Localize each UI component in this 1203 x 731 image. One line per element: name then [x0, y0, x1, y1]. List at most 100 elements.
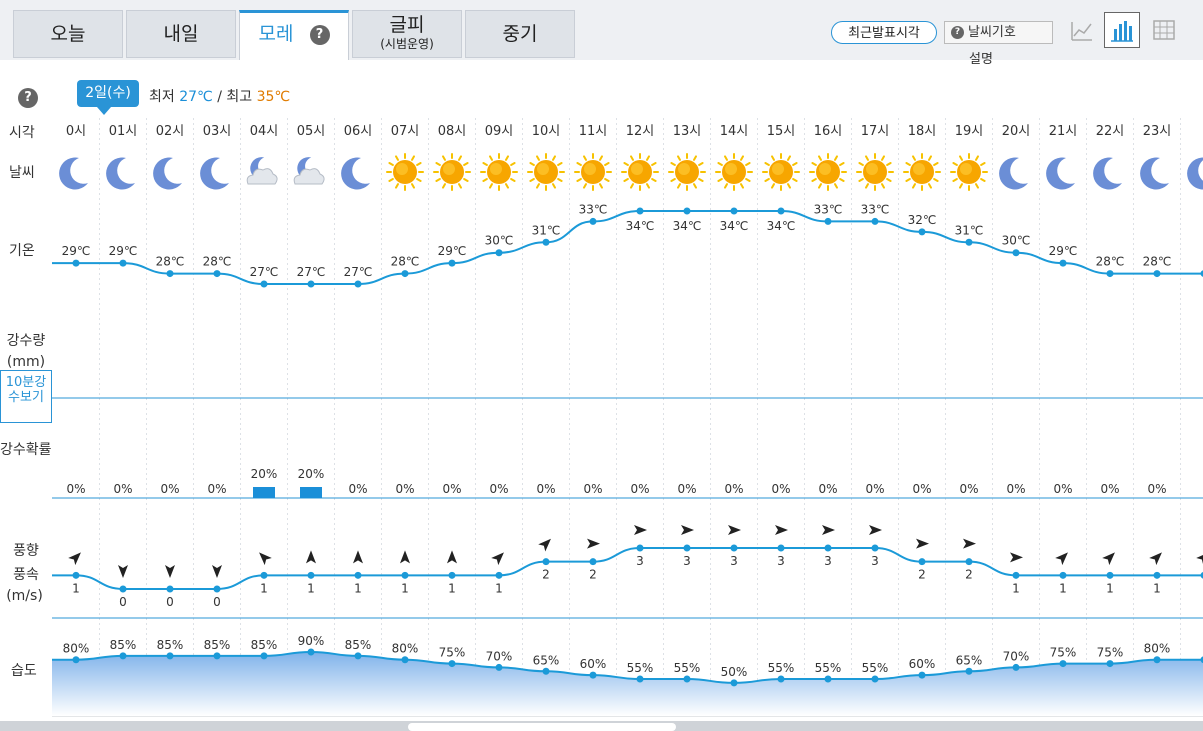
hour-label: 21시 [1049, 124, 1078, 139]
temperature-point [965, 238, 973, 246]
temperature-point [354, 280, 362, 288]
temperature-point [824, 217, 832, 225]
help-icon[interactable]: ? [309, 24, 330, 45]
moon-icon [1187, 157, 1203, 190]
wind-speed-label: 3 [777, 554, 785, 568]
precip-probability-label: 0% [1147, 482, 1166, 496]
wind-speed-point [1059, 571, 1067, 579]
humidity-label: 55% [768, 661, 795, 675]
wind-speed-point [495, 571, 503, 579]
hour-label: 02시 [156, 124, 185, 139]
temperature-point [777, 207, 785, 215]
latest-announcement-button[interactable]: 최근발표시각 [831, 21, 937, 44]
wind-speed-label: 1 [307, 581, 315, 595]
tab-mid-term[interactable]: 중기 [465, 10, 575, 58]
wind-direction-arrow-icon [775, 525, 788, 535]
humidity-point [683, 675, 691, 683]
temperature-point [448, 259, 456, 267]
wind-direction-arrow-icon [916, 538, 929, 549]
wind-direction-arrow-icon [1102, 552, 1115, 566]
wind-speed-point [542, 558, 550, 566]
scrollbar-thumb[interactable] [408, 723, 676, 731]
humidity-label: 90% [298, 634, 325, 648]
precip-probability-label: 0% [1006, 482, 1025, 496]
humidity-point [354, 652, 362, 660]
hour-label: 04시 [250, 124, 279, 139]
wind-speed-label: 1 [1153, 581, 1161, 595]
wind-speed-line [52, 547, 1203, 590]
row-label-temperature: 기온 [9, 243, 35, 259]
line-chart-view-button[interactable] [1064, 12, 1100, 48]
wind-direction-arrow-icon [1010, 552, 1023, 563]
weather-symbols-description: 설명 [969, 52, 993, 67]
table-view-button[interactable] [1146, 12, 1182, 48]
temperature-label: 28℃ [1096, 255, 1125, 269]
help-icon[interactable]: ? [18, 88, 38, 108]
row-label-rainfall: 강수량 (mm) [4, 330, 48, 370]
wind-direction-arrow-icon [869, 525, 882, 535]
wind-direction-arrow-icon [681, 525, 694, 535]
hour-label: 20시 [1002, 124, 1031, 139]
temperature-label: 34℃ [720, 219, 749, 233]
temperature-label: 31℃ [532, 223, 561, 237]
bar-chart-view-button[interactable] [1104, 12, 1140, 48]
humidity-label: 70% [1003, 649, 1030, 663]
wind-speed-label: 2 [965, 568, 973, 582]
hour-label: 15시 [767, 124, 796, 139]
hour-label: 18시 [908, 124, 937, 139]
wind-unit: (m/s) [6, 588, 43, 604]
sun-icon [527, 153, 565, 191]
sun-icon [668, 153, 706, 191]
hour-label: 12시 [626, 124, 655, 139]
wind-speed-point [683, 544, 691, 552]
temperature-point [1106, 270, 1114, 278]
wind-direction-arrow-icon [822, 525, 835, 535]
humidity-point [119, 652, 127, 660]
wind-direction-arrow-icon [353, 550, 363, 564]
wind-speed-point [307, 571, 315, 579]
wind-speed-label: 1 [260, 581, 268, 595]
wind-speed-point [1153, 571, 1161, 579]
sun-icon [386, 153, 424, 191]
humidity-point [213, 652, 221, 660]
tab-tomorrow[interactable]: 내일 [126, 10, 236, 58]
humidity-point [260, 652, 268, 660]
humidity-point [965, 667, 973, 675]
temperature-label: 30℃ [485, 234, 514, 248]
wind-speed-label: 3 [871, 554, 879, 568]
precip-probability-label: 20% [251, 467, 278, 481]
humidity-point [495, 663, 503, 671]
wind-speed-label: 2 [589, 568, 597, 582]
wind-direction-arrow-icon [165, 565, 175, 578]
temperature-label: 34℃ [673, 219, 702, 233]
precip-probability-label: 0% [348, 482, 367, 496]
sun-icon [574, 153, 612, 191]
ten-minute-rainfall-button[interactable]: 10분강수보기 [0, 370, 52, 423]
tab-three-days-later[interactable]: 글피 (시범운영) [352, 10, 462, 58]
hour-label: 13시 [673, 124, 702, 139]
wind-speed-label: 1 [401, 581, 409, 595]
temperature-label: 28℃ [1143, 255, 1172, 269]
precip-probability-label: 0% [865, 482, 884, 496]
moon-icon [59, 157, 88, 190]
wind-direction-arrow-icon [1149, 552, 1162, 566]
precip-probability-label: 0% [912, 482, 931, 496]
humidity-label: 85% [110, 638, 137, 652]
sun-icon [903, 153, 941, 191]
humidity-point [307, 648, 315, 656]
hour-label: 01시 [109, 124, 138, 139]
precip-probability-label: 20% [298, 467, 325, 481]
tab-today[interactable]: 오늘 [13, 10, 123, 58]
precip-probability-label: 0% [959, 482, 978, 496]
tab-day-after-tomorrow[interactable]: 모레 ? [239, 10, 349, 60]
wind-speed-label: 3 [730, 554, 738, 568]
precip-probability-label: 0% [395, 482, 414, 496]
wind-speed-point [260, 571, 268, 579]
humidity-label: 75% [1050, 646, 1077, 660]
temperature-label: 28℃ [391, 255, 420, 269]
precip-probability-label: 0% [677, 482, 696, 496]
humidity-point [730, 679, 738, 687]
wind-direction-arrow-icon [68, 552, 81, 566]
weather-symbols-button[interactable]: ? 날씨기호 [944, 21, 1053, 44]
precip-probability-label: 0% [207, 482, 226, 496]
